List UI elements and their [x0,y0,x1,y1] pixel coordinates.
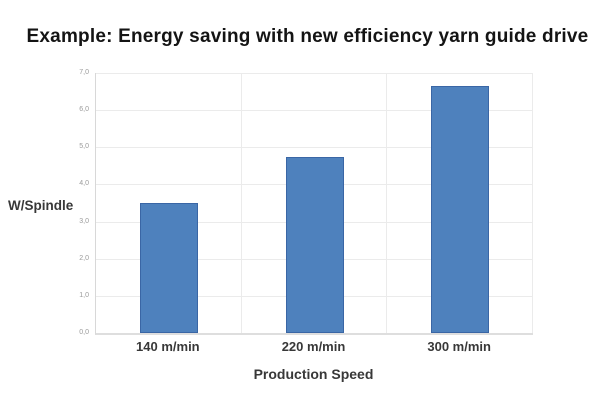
y-tick-label: 2,0 [79,254,89,262]
h-gridline [96,73,533,74]
v-gridline [532,73,533,333]
bar-300-m-min [431,86,490,333]
y-tick-label: 7,0 [79,69,89,76]
y-tick-label: 6,0 [79,106,89,114]
y-tick-label: 1,0 [79,291,89,299]
h-gridline [96,110,533,112]
y-axis-title: W/Spindle [8,198,74,213]
x-category-label: 220 m/min [281,339,346,354]
y-tick-label: 5,0 [79,143,89,151]
v-gridline [386,73,388,333]
plot-area [95,73,533,335]
x-axis-title: Production Speed [253,366,374,382]
y-tick-label: 4,0 [79,180,89,188]
x-category-label: 300 m/min [427,339,491,354]
y-tick-label: 0,0 [79,329,89,336]
bar-140-m-min [139,203,198,333]
bar-220-m-min [285,157,344,333]
chart-title: Example: Energy saving with new efficien… [26,26,589,47]
x-category-label: 140 m/min [136,339,200,354]
h-gridline [96,147,533,149]
v-gridline [240,73,242,333]
y-tick-label: 3,0 [79,217,89,225]
